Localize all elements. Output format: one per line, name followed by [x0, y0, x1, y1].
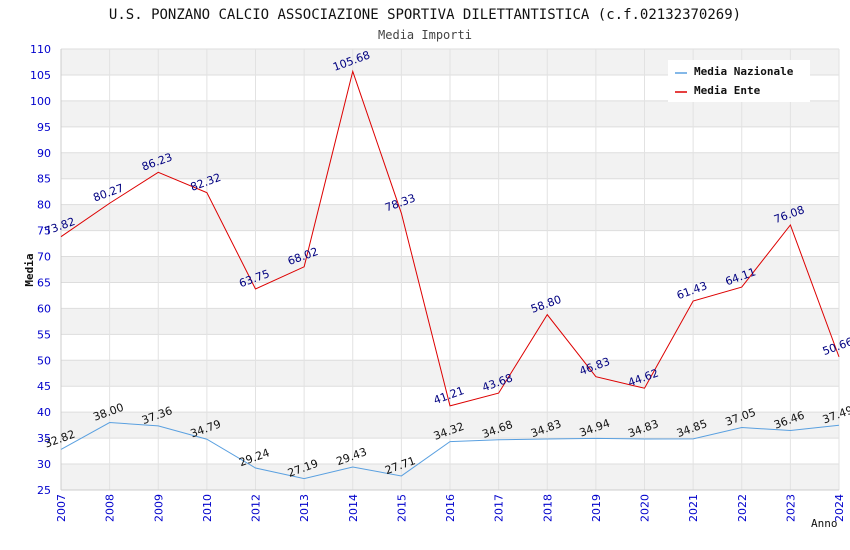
x-tick-label: 2014	[347, 494, 360, 522]
y-axis-ticks: 25 30 35 40 45 50 55 60 65 70 75 80 85 90 95 100 105 110	[30, 43, 51, 497]
x-tick-label: 2008	[104, 494, 117, 522]
y-tick-label: 35	[37, 432, 51, 445]
x-tick-label: 2015	[395, 494, 408, 522]
axes	[60, 49, 839, 491]
x-tick-label: 2013	[298, 494, 311, 522]
y-tick-label: 40	[37, 406, 51, 419]
x-tick-label: 2021	[687, 494, 700, 522]
x-tick-label: 2016	[444, 494, 457, 522]
x-tick-label: 2010	[201, 494, 214, 522]
y-tick-label: 90	[37, 147, 51, 160]
series-line-ente	[60, 69, 840, 407]
x-axis-label: Anno	[811, 517, 838, 530]
chart-title: U.S. PONZANO CALCIO ASSOCIAZIONE SPORTIV…	[109, 7, 741, 23]
legend-label-nazionale: Media Nazionale	[694, 65, 794, 78]
y-tick-label: 45	[37, 380, 51, 393]
x-axis-ticks: 2007 2008 2009 2010 2012 2013 2014 2015 2016 2017…	[55, 494, 846, 522]
y-tick-label: 55	[37, 328, 51, 341]
x-tick-label: 2017	[493, 494, 506, 522]
x-tick-label: 2024	[833, 494, 846, 522]
legend-box	[668, 60, 810, 102]
x-tick-label: 2020	[639, 494, 652, 522]
y-tick-label: 110	[30, 43, 51, 56]
y-tick-label: 80	[37, 199, 51, 212]
y-axis-label: Media	[23, 253, 36, 286]
y-tick-label: 105	[30, 69, 51, 82]
y-tick-label: 95	[37, 121, 51, 134]
y-tick-label: 75	[37, 225, 51, 238]
x-tick-label: 2007	[55, 494, 68, 522]
series-lines	[60, 69, 840, 480]
x-tick-label: 2009	[152, 494, 165, 522]
series-line-nazionale	[60, 422, 840, 480]
y-tick-label: 70	[37, 251, 51, 264]
legend-label-ente: Media Ente	[694, 84, 761, 97]
y-tick-label: 60	[37, 302, 51, 315]
x-tick-label: 2023	[784, 494, 797, 522]
x-tick-label: 2018	[541, 494, 554, 522]
grid-lines	[60, 48, 840, 491]
legend: Media Nazionale Media Ente	[668, 60, 810, 102]
chart-subtitle: Media Importi	[378, 28, 472, 42]
y-tick-label: 100	[30, 95, 51, 108]
x-tick-label: 2019	[590, 494, 603, 522]
y-tick-label: 85	[37, 173, 51, 186]
y-tick-label: 50	[37, 354, 51, 367]
y-tick-label: 30	[37, 458, 51, 471]
y-tick-label: 25	[37, 484, 51, 497]
x-tick-label: 2022	[736, 494, 749, 522]
x-tick-label: 2012	[250, 494, 263, 522]
y-tick-label: 65	[37, 276, 51, 289]
